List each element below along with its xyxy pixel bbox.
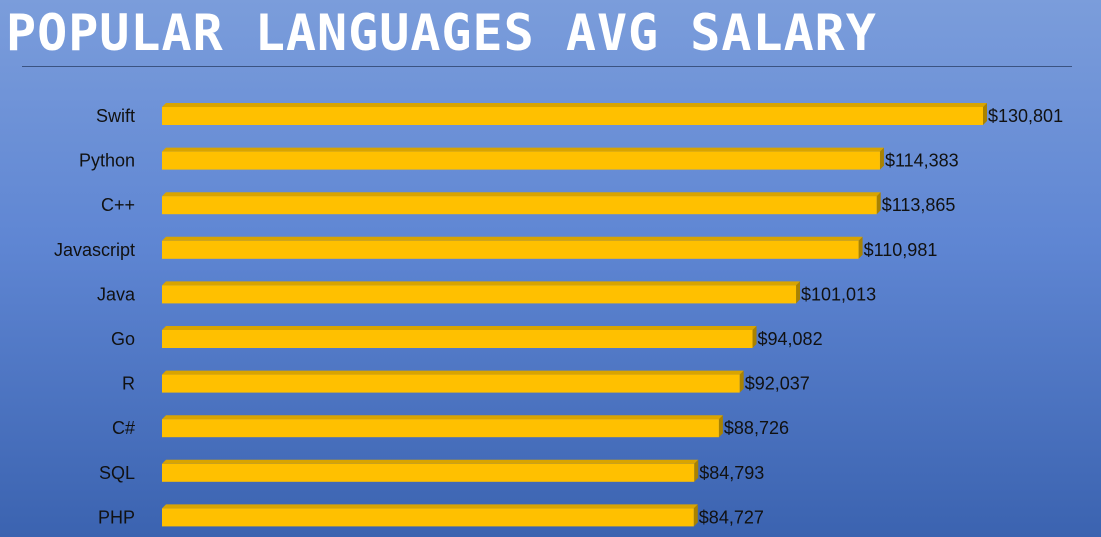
data-label: $113,865: [882, 195, 956, 215]
category-label: Python: [79, 151, 135, 171]
bar-group: [162, 281, 801, 304]
category-label: SQL: [99, 463, 135, 483]
data-label: $88,726: [724, 418, 789, 438]
bar-side-face: [752, 326, 757, 348]
title-divider: [22, 66, 1072, 67]
bar: [162, 419, 719, 438]
bar-top-face: [162, 415, 723, 420]
bar-side-face: [739, 370, 744, 393]
bar-side-face: [876, 192, 881, 215]
bar-group: [162, 147, 884, 170]
bar-top-face: [162, 192, 881, 197]
bar-top-face: [162, 147, 884, 152]
data-label: $114,383: [885, 151, 959, 171]
bar: [162, 196, 877, 215]
category-label: C#: [112, 418, 135, 438]
bar-group: [162, 415, 723, 438]
bar: [162, 107, 983, 125]
data-label: $84,727: [699, 507, 764, 527]
bar: [162, 285, 797, 304]
bar: [162, 463, 695, 482]
bar-side-face: [879, 147, 884, 170]
bar: [162, 374, 740, 393]
bar-group: [162, 370, 744, 393]
bar: [162, 240, 859, 259]
bar-top-face: [162, 326, 757, 330]
category-label: Go: [111, 329, 135, 349]
bar-group: [162, 103, 987, 125]
category-label: C++: [101, 195, 135, 215]
bar-top-face: [162, 103, 987, 107]
bar: [162, 151, 880, 170]
bar-top-face: [162, 504, 698, 509]
bar-top-face: [162, 459, 699, 464]
category-label: Java: [97, 284, 136, 304]
bar-top-face: [162, 281, 801, 286]
bar-top-face: [162, 236, 863, 241]
bar: [162, 508, 694, 527]
data-label: $84,793: [699, 463, 764, 483]
bar-side-face: [983, 103, 987, 125]
data-label: $92,037: [745, 374, 810, 394]
bar-side-face: [858, 236, 863, 259]
bar-group: [162, 326, 757, 348]
chart-title: POPULAR LANGUAGES AVG SALARY: [6, 4, 877, 62]
bar-group: [162, 504, 698, 527]
bar-side-face: [796, 281, 801, 304]
bar-group: [162, 459, 699, 482]
bar-side-face: [694, 459, 699, 482]
bar-group: [162, 236, 863, 259]
category-label: R: [122, 374, 135, 394]
bar-side-face: [693, 504, 698, 527]
category-label: PHP: [98, 507, 135, 527]
bar-group: [162, 192, 881, 215]
data-label: $130,801: [988, 106, 1063, 126]
category-label: Javascript: [54, 240, 135, 260]
category-label: Swift: [96, 106, 135, 126]
bar: [162, 330, 753, 348]
data-label: $94,082: [758, 329, 823, 349]
bar-top-face: [162, 370, 744, 375]
data-label: $101,013: [801, 284, 876, 304]
bar-side-face: [718, 415, 723, 438]
data-label: $110,981: [864, 240, 938, 260]
